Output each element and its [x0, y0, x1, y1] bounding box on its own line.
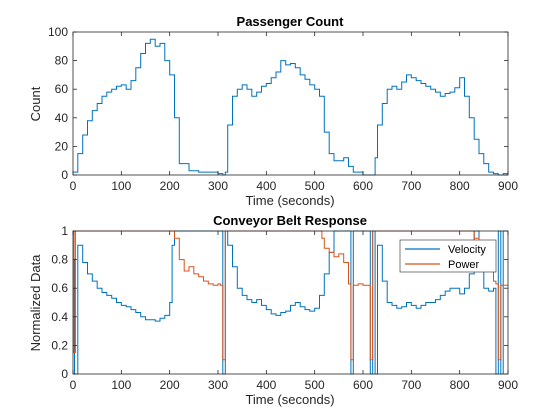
series-lines — [73, 38, 509, 176]
chart-title: Passenger Count — [237, 14, 345, 29]
conveyor-belt-response-plot: Conveyor Belt Response Time (seconds) No… — [28, 213, 518, 407]
x-tick-label: 500 — [305, 378, 325, 392]
axes-box — [72, 31, 509, 176]
plot-area — [73, 32, 508, 175]
x-tick-label: 200 — [160, 378, 180, 392]
x-tick-label: 0 — [70, 378, 77, 392]
series-line-count — [73, 38, 509, 176]
x-tick-label: 800 — [450, 179, 470, 193]
legend-box — [399, 239, 497, 273]
legend-label-power: Power — [448, 259, 480, 271]
x-tick-label: 300 — [208, 179, 228, 193]
series-lines — [73, 230, 508, 375]
y-tick-label: 0.8 — [51, 253, 68, 267]
x-tick-label: 0 — [70, 179, 77, 193]
chart-title: Conveyor Belt Response — [213, 213, 367, 228]
x-tick-label: 800 — [450, 378, 470, 392]
y-tick-label: 0.6 — [51, 281, 68, 295]
x-tick-label: 500 — [305, 179, 325, 193]
y-tick-label: 0 — [61, 367, 68, 381]
y-axis-label: Normalized Data — [28, 254, 43, 352]
x-tick-label: 600 — [353, 179, 373, 193]
x-tick-label: 100 — [111, 179, 131, 193]
y-tick-label: 60 — [55, 82, 69, 96]
x-tick-label: 100 — [111, 378, 131, 392]
x-tick-label: 900 — [498, 378, 518, 392]
tick-labels: 0 100 200 300 400 500 600 700 800 900 0 20 40 60 80 100 — [48, 25, 518, 193]
x-tick-label: 900 — [498, 179, 518, 193]
x-tick-label: 400 — [256, 378, 276, 392]
y-axis-label: Count — [28, 86, 43, 121]
y-tick-label: 1 — [61, 224, 68, 238]
x-axis-label: Time (seconds) — [245, 392, 334, 407]
y-tick-label: 0 — [61, 168, 68, 182]
x-tick-label: 300 — [208, 378, 228, 392]
tick-labels: 0 100 200 300 400 500 600 700 800 900 0 0.2 0.4 0.6 0.… — [51, 224, 518, 392]
x-axis-label: Time (seconds) — [245, 193, 334, 208]
passenger-count-plot: Passenger Count Time (seconds) Count 0 10… — [28, 14, 518, 208]
y-tick-label: 0.4 — [51, 310, 68, 324]
series-line-velocity — [73, 230, 508, 375]
y-tick-label: 20 — [55, 139, 69, 153]
x-tick-label: 200 — [160, 179, 180, 193]
x-tick-label: 600 — [353, 378, 373, 392]
series-line-power — [73, 230, 508, 361]
x-tick-label: 400 — [256, 179, 276, 193]
legend-label-velocity: Velocity — [448, 244, 486, 256]
y-tick-label: 80 — [55, 54, 69, 68]
legend: Velocity Power — [399, 239, 497, 273]
axes-box — [72, 230, 509, 375]
y-tick-label: 40 — [55, 111, 69, 125]
y-tick-label: 100 — [48, 25, 68, 39]
y-tick-label: 0.2 — [51, 338, 68, 352]
x-tick-label: 700 — [401, 378, 421, 392]
x-tick-label: 700 — [401, 179, 421, 193]
